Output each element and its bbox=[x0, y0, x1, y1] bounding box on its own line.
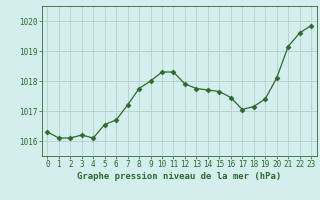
X-axis label: Graphe pression niveau de la mer (hPa): Graphe pression niveau de la mer (hPa) bbox=[77, 172, 281, 181]
